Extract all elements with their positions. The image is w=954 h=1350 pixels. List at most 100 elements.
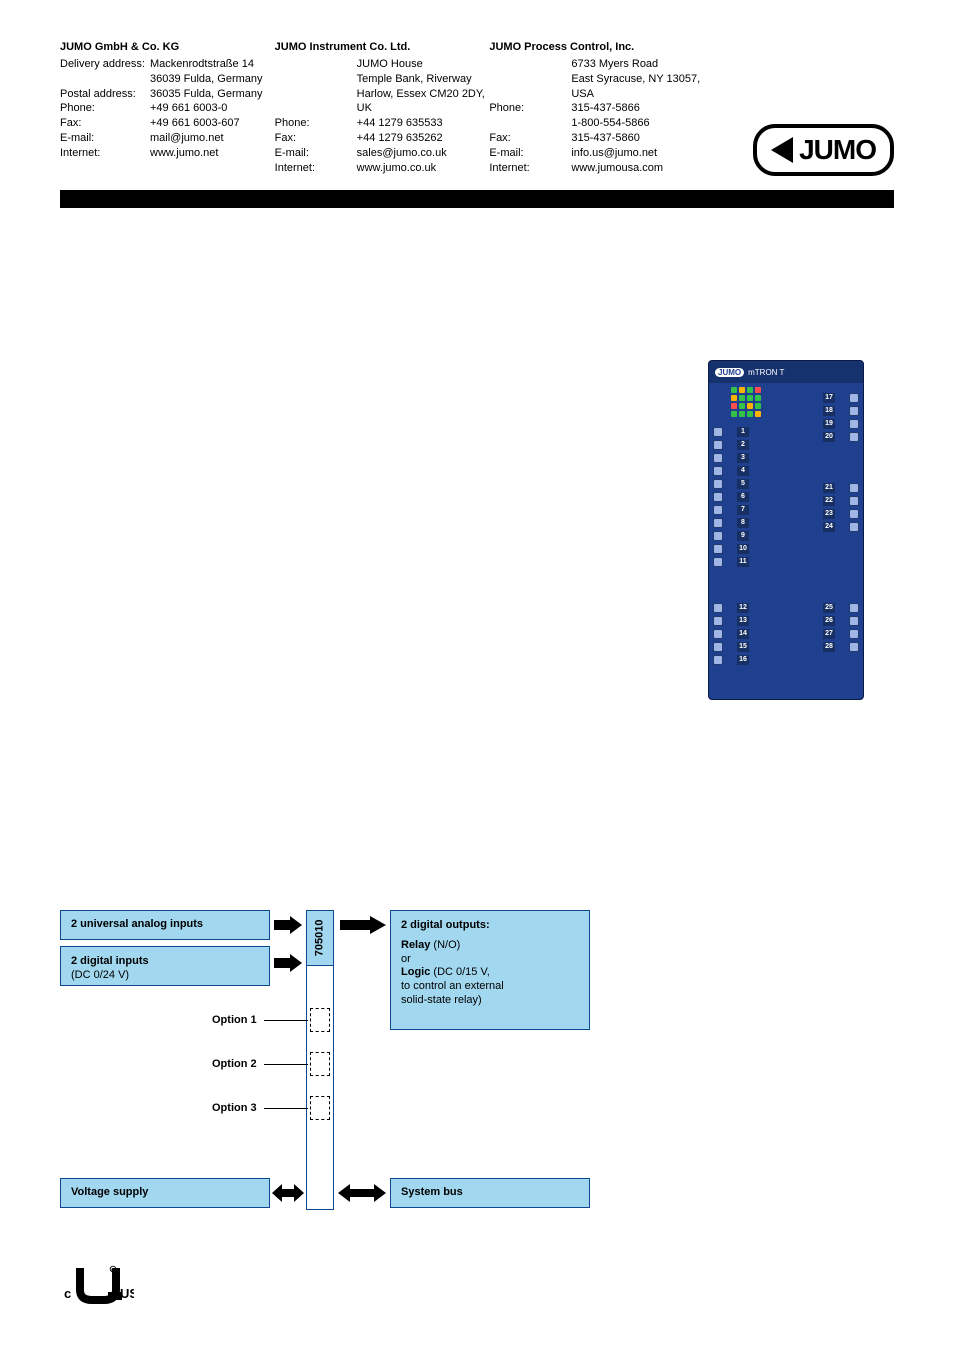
device-top: JUMO mTRON T (709, 361, 863, 383)
device-pin-number: 12 (737, 603, 749, 613)
option-line (264, 1064, 308, 1065)
box-analog-inputs: 2 universal analog inputs (60, 910, 270, 940)
device-pin (849, 509, 859, 519)
device-pin-number: 28 (823, 642, 835, 652)
device-pin-number: 14 (737, 629, 749, 639)
address-value: East Syracuse, NY 13057, USA (571, 72, 704, 102)
address-row: Fax:315-437-5860 (489, 131, 704, 146)
address-value: 6733 Myers Road (571, 57, 658, 72)
device-pin (849, 642, 859, 652)
svg-text:c: c (64, 1286, 71, 1301)
address-row: 36039 Fulda, Germany (60, 72, 275, 87)
device-pin (713, 603, 723, 613)
black-bar (60, 190, 894, 208)
device-pin-number: 24 (823, 522, 835, 532)
device-pin (713, 440, 723, 450)
device-pin-number: 3 (737, 453, 749, 463)
address-row: E-mail:info.us@jumo.net (489, 146, 704, 161)
device-pin (713, 616, 723, 626)
device-pin-number: 15 (737, 642, 749, 652)
device-pin (713, 492, 723, 502)
block-diagram: 705010 2 universal analog inputs 2 digit… (60, 910, 630, 1210)
company-title: JUMO Process Control, Inc. (489, 40, 704, 55)
address-value: +44 1279 635262 (357, 131, 443, 146)
box-digital-outputs: 2 digital outputs: Relay (N/O) or Logic … (390, 910, 590, 1030)
logo-triangle-icon (771, 137, 793, 163)
device-pin-number: 10 (737, 544, 749, 554)
address-row: E-mail:mail@jumo.net (60, 131, 275, 146)
text-outputs-l3: Logic (DC 0/15 V, (401, 966, 579, 980)
address-value: www.jumo.co.uk (357, 161, 436, 176)
box-voltage-supply: Voltage supply (60, 1178, 270, 1208)
address-label: E-mail: (489, 146, 571, 161)
text-outputs-l2: or (401, 953, 579, 967)
option-label: Option 3 (212, 1102, 257, 1114)
address-label: Fax: (60, 116, 150, 131)
address-value: info.us@jumo.net (571, 146, 657, 161)
device-pin (849, 406, 859, 416)
arrow-both-icon (338, 1184, 386, 1202)
device-pin (713, 518, 723, 528)
address-value: www.jumo.net (150, 146, 218, 161)
address-row: Harlow, Essex CM20 2DY, UK (275, 87, 490, 117)
company-title: JUMO GmbH & Co. KG (60, 40, 275, 55)
address-value: 315-437-5860 (571, 131, 640, 146)
device-pin-number: 11 (737, 557, 749, 567)
company-1: JUMO GmbH & Co. KG Delivery address:Mack… (60, 40, 275, 176)
address-value: sales@jumo.co.uk (357, 146, 447, 161)
device-pin (713, 544, 723, 554)
device-pin (713, 655, 723, 665)
device-pin-number: 17 (823, 393, 835, 403)
device-pin (713, 479, 723, 489)
address-label: Postal address: (60, 87, 150, 102)
company-3: JUMO Process Control, Inc. 6733 Myers Ro… (489, 40, 704, 176)
device-pin-number: 1 (737, 427, 749, 437)
device-model: mTRON T (748, 368, 784, 377)
device-pin (713, 629, 723, 639)
option-label: Option 2 (212, 1058, 257, 1070)
address-row: JUMO House (275, 57, 490, 72)
device-pin (713, 453, 723, 463)
address-label: Fax: (489, 131, 571, 146)
text-digital-inputs-sub: (DC 0/24 V) (71, 969, 259, 983)
device-pin-number: 16 (737, 655, 749, 665)
address-label: Phone: (60, 101, 150, 116)
device-pin-number: 4 (737, 466, 749, 476)
center-product-box: 705010 (306, 910, 334, 966)
device-pin (849, 496, 859, 506)
device-pin (849, 522, 859, 532)
address-value: 315-437-5866 (571, 101, 640, 116)
arrow-right-icon (274, 954, 302, 972)
address-row: 1-800-554-5866 (489, 116, 704, 131)
device-pin-number: 18 (823, 406, 835, 416)
option-line (264, 1020, 308, 1021)
device-pin (849, 483, 859, 493)
address-label: Phone: (275, 116, 357, 131)
device-pin (849, 419, 859, 429)
address-row: Fax:+49 661 6003-607 (60, 116, 275, 131)
device-pin (849, 432, 859, 442)
address-row: 6733 Myers Road (489, 57, 704, 72)
address-value: 36035 Fulda, Germany (150, 87, 263, 102)
option-slot-icon (310, 1052, 330, 1076)
device-pin (713, 427, 723, 437)
text-digital-inputs-title: 2 digital inputs (71, 955, 259, 969)
address-row: E-mail:sales@jumo.co.uk (275, 146, 490, 161)
address-row: Postal address:36035 Fulda, Germany (60, 87, 275, 102)
address-row: East Syracuse, NY 13057, USA (489, 72, 704, 102)
device-pin (713, 466, 723, 476)
device-pin-number: 2 (737, 440, 749, 450)
device-pin (713, 557, 723, 567)
device-pin (713, 642, 723, 652)
address-label (489, 72, 571, 102)
address-value: Mackenrodtstraße 14 (150, 57, 254, 72)
device-pin-number: 21 (823, 483, 835, 493)
device-image: JUMO mTRON T 1234567891011 17181920 2122… (708, 360, 864, 700)
address-value: +44 1279 635533 (357, 116, 443, 131)
device-pin (713, 505, 723, 515)
arrow-right-icon (274, 916, 302, 934)
address-value: +49 661 6003-607 (150, 116, 240, 131)
device-pin-number: 27 (823, 629, 835, 639)
header: JUMO GmbH & Co. KG Delivery address:Mack… (60, 40, 894, 176)
text-system-bus: System bus (401, 1186, 463, 1200)
